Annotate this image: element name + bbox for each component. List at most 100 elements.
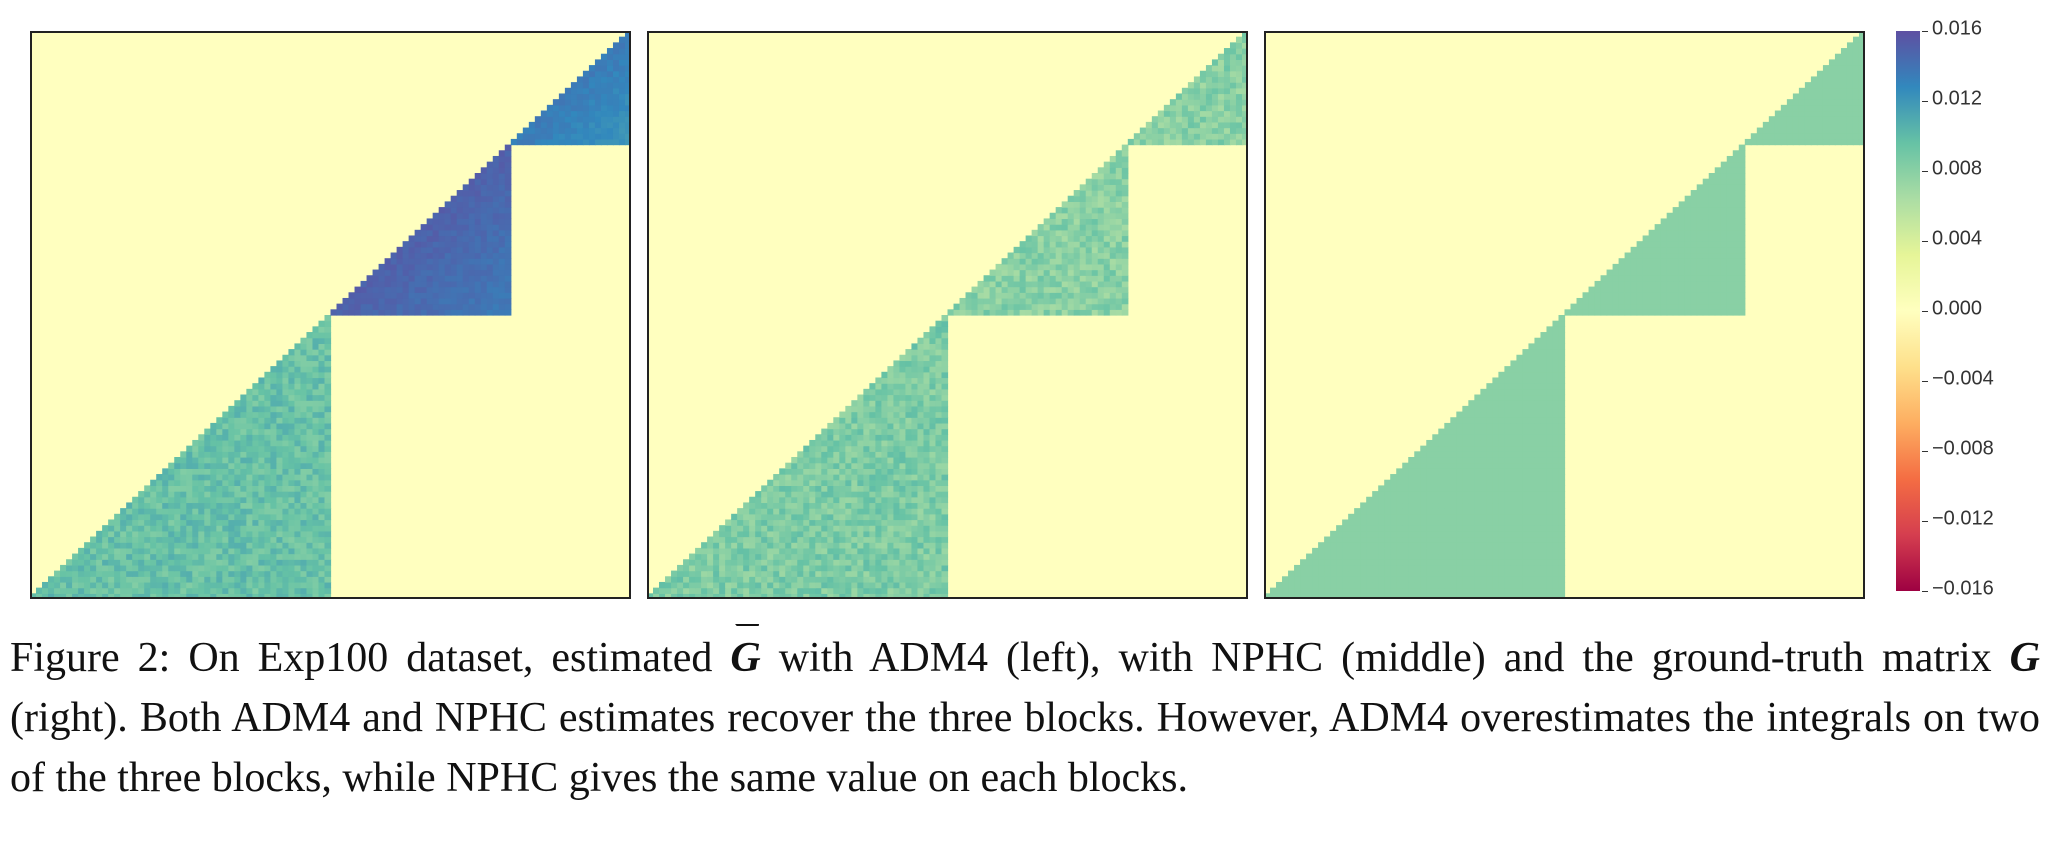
heatmap-cell <box>246 587 253 594</box>
heatmap-cell <box>1241 36 1248 43</box>
heatmap-cell <box>1241 53 1248 60</box>
heatmap-cell <box>731 542 738 549</box>
heatmap-cell <box>168 479 175 486</box>
heatmap-cell <box>84 559 91 566</box>
heatmap-cell <box>276 366 284 373</box>
heatmap-cell <box>785 485 792 492</box>
heatmap-cell <box>1205 70 1213 78</box>
heatmap-cell <box>893 377 901 384</box>
heatmap-cell <box>863 468 870 475</box>
heatmap-cell <box>1510 485 1518 492</box>
heatmap-cell <box>881 530 888 538</box>
heatmap-cell <box>312 542 320 549</box>
heatmap-cell <box>875 513 882 521</box>
heatmap-cell <box>1480 462 1487 469</box>
heatmap-cell <box>282 570 290 577</box>
heatmap-cell <box>857 553 864 560</box>
heatmap-cell <box>282 502 290 509</box>
heatmap-cell <box>887 457 895 464</box>
heatmap-cell <box>126 587 133 594</box>
heatmap-cell <box>791 542 798 549</box>
heatmap-cell <box>869 553 876 560</box>
heatmap-cell <box>899 445 907 452</box>
heatmap-cell <box>941 502 949 509</box>
heatmap-cell <box>1366 581 1373 589</box>
heatmap-cell <box>426 263 434 271</box>
heatmap-cell <box>1390 564 1397 572</box>
heatmap-cell <box>803 445 810 452</box>
heatmap-cell <box>707 576 714 583</box>
heatmap-cell <box>1396 519 1403 526</box>
heatmap-cell <box>917 542 925 549</box>
heatmap-cell <box>1049 292 1057 299</box>
heatmap-cell <box>1378 559 1385 566</box>
heatmap-cell <box>725 536 732 543</box>
heatmap-cell <box>821 564 828 572</box>
heatmap-cell <box>486 269 494 276</box>
heatmap-cell <box>1103 292 1111 299</box>
heatmap-cell <box>1438 576 1445 583</box>
heatmap-cell <box>917 343 925 350</box>
heatmap-cell <box>294 564 302 572</box>
heatmap-cell <box>731 559 738 566</box>
heatmap-cell <box>174 502 181 509</box>
heatmap-cell <box>1510 434 1518 441</box>
heatmap-cell <box>390 258 398 265</box>
heatmap-cell <box>294 508 302 515</box>
heatmap-cell <box>264 428 271 435</box>
heatmap-cell <box>1432 485 1439 492</box>
heatmap-cell <box>1402 525 1409 532</box>
heatmap-cell <box>228 536 235 543</box>
heatmap-cell <box>851 564 858 572</box>
heatmap-cell <box>1510 457 1518 464</box>
heatmap-cell <box>276 587 284 594</box>
heatmap-cell <box>773 570 780 577</box>
heatmap-cell <box>845 530 852 538</box>
heatmap-cell <box>444 286 452 293</box>
heatmap-cell <box>701 587 708 594</box>
heatmap-cell <box>1444 502 1451 509</box>
heatmap-cell <box>809 468 816 475</box>
heatmap-cell <box>174 559 181 566</box>
heatmap-cell <box>875 377 882 384</box>
heatmap-cell <box>1007 286 1015 293</box>
heatmap-cell <box>180 491 187 498</box>
heatmap-cell <box>318 508 326 515</box>
heatmap-cell <box>474 207 482 214</box>
heatmap-cell <box>222 428 229 435</box>
heatmap-cell <box>1390 530 1397 538</box>
heatmap-cell <box>618 138 626 146</box>
heatmap-cell <box>941 377 949 384</box>
heatmap-cell <box>761 519 768 526</box>
heatmap-cell <box>1534 564 1542 572</box>
heatmap-cell <box>1085 269 1093 276</box>
heatmap-cell <box>1462 434 1469 441</box>
heatmap-cell <box>246 445 253 452</box>
heatmap-cell <box>929 496 937 504</box>
heatmap-cell <box>665 576 672 583</box>
heatmap-cell <box>1013 292 1021 299</box>
heatmap-cell <box>1558 570 1566 577</box>
heatmap-cell <box>929 576 937 583</box>
heatmap-cell <box>1534 542 1542 549</box>
heatmap-cell <box>1522 576 1530 583</box>
heatmap-cell <box>803 519 810 526</box>
heatmap-cell <box>1534 559 1542 566</box>
heatmap-cell <box>1444 485 1451 492</box>
heatmap-cell <box>1498 513 1505 521</box>
heatmap-cell <box>1354 587 1361 594</box>
heatmap-cell <box>192 553 199 560</box>
heatmap-cell <box>941 451 949 458</box>
heatmap-cell <box>192 564 199 572</box>
heatmap-cell <box>1558 474 1566 481</box>
heatmap-cell <box>270 485 278 492</box>
heatmap-cell <box>1516 479 1524 486</box>
heatmap-cell <box>815 519 822 526</box>
heatmap-cell <box>1163 127 1171 134</box>
heatmap-cell <box>1223 121 1231 129</box>
heatmap-cell <box>971 286 979 293</box>
heatmap-cell <box>186 485 193 492</box>
heatmap-cell <box>1546 564 1554 572</box>
heatmap-cell <box>1061 241 1069 248</box>
heatmap-cell <box>204 439 211 447</box>
